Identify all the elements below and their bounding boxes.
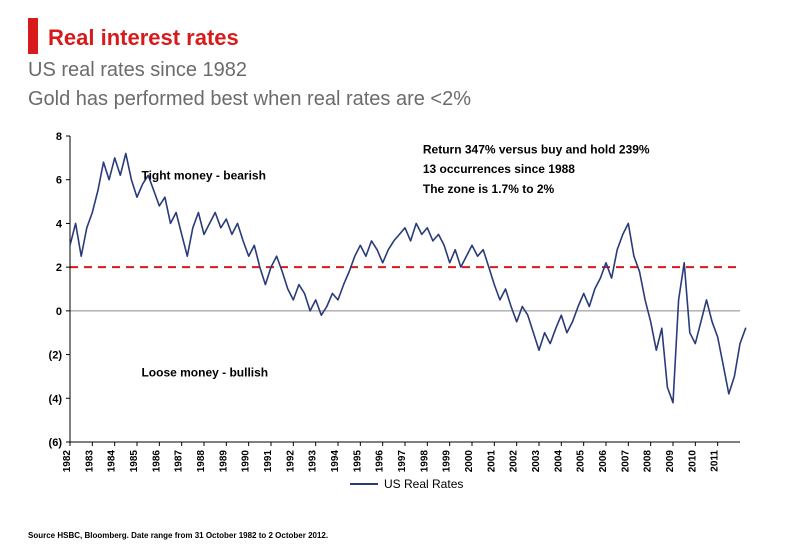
svg-text:2005: 2005 [576,450,587,473]
svg-text:Loose money - bullish: Loose money - bullish [141,365,268,379]
title-row: Real interest rates [28,18,757,54]
svg-text:1986: 1986 [151,450,162,473]
svg-text:1994: 1994 [330,450,341,473]
svg-text:1998: 1998 [419,450,430,473]
subtitle-line-2: Gold has performed best when real rates … [28,87,757,112]
svg-text:(2): (2) [49,350,63,362]
svg-text:2011: 2011 [710,450,721,472]
svg-text:2010: 2010 [687,450,698,473]
svg-text:(6): (6) [49,437,63,449]
svg-text:2002: 2002 [509,450,520,473]
svg-text:1996: 1996 [375,450,386,473]
svg-text:2003: 2003 [531,450,542,473]
svg-text:US Real Rates: US Real Rates [384,477,463,491]
svg-text:1992: 1992 [285,450,296,473]
svg-text:8: 8 [56,131,62,143]
svg-text:2001: 2001 [486,450,497,473]
svg-text:4: 4 [56,218,63,230]
accent-bar-icon [28,18,38,54]
page-root: Real interest rates US real rates since … [0,0,785,548]
svg-text:2: 2 [56,262,62,274]
svg-text:13 occurrences since 1988: 13 occurrences since 1988 [423,162,575,176]
svg-text:0: 0 [56,306,62,318]
svg-text:1983: 1983 [84,450,95,473]
svg-text:1988: 1988 [196,450,207,473]
real-rates-line-chart: 8 6 4 2 0 (2) (4) (6)1982 1983 1984 1985 1986 1987 19… [28,126,748,506]
svg-text:6: 6 [56,175,62,187]
svg-text:1984: 1984 [107,450,118,473]
svg-text:2009: 2009 [665,450,676,473]
svg-text:The zone is 1.7% to 2%: The zone is 1.7% to 2% [423,182,555,196]
svg-text:1985: 1985 [129,450,140,473]
svg-text:1999: 1999 [442,450,453,473]
svg-text:1982: 1982 [62,450,73,473]
svg-text:2004: 2004 [553,450,564,473]
svg-text:1989: 1989 [218,450,229,473]
svg-text:1991: 1991 [263,450,274,473]
svg-text:1990: 1990 [241,450,252,473]
page-title: Real interest rates [48,18,239,50]
svg-text:1987: 1987 [174,450,185,473]
svg-text:(4): (4) [49,393,63,405]
svg-text:2008: 2008 [643,450,654,473]
svg-text:1997: 1997 [397,450,408,473]
svg-text:2000: 2000 [464,450,475,473]
svg-text:2006: 2006 [598,450,609,473]
svg-text:2007: 2007 [620,450,631,473]
svg-text:Tight money - bearish: Tight money - bearish [141,169,265,183]
svg-text:1993: 1993 [308,450,319,473]
svg-text:Return 347% versus buy and hol: Return 347% versus buy and hold 239% [423,142,650,156]
chart-container: 8 6 4 2 0 (2) (4) (6)1982 1983 1984 1985 1986 1987 19… [28,126,748,506]
subtitle-line-1: US real rates since 1982 [28,58,757,83]
source-note: Source HSBC, Bloomberg. Date range from … [28,531,328,540]
svg-text:1995: 1995 [352,450,363,473]
